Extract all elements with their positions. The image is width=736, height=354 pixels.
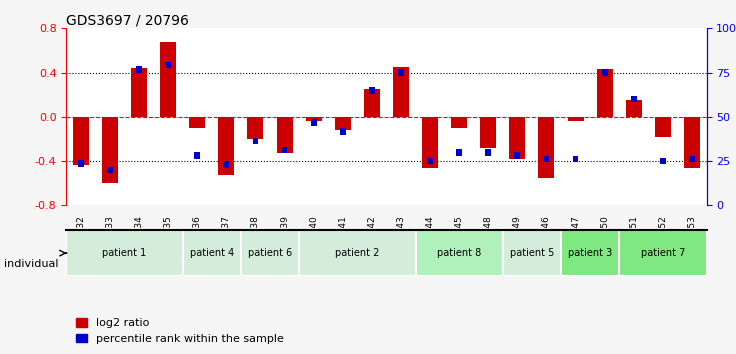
Bar [422,117,438,168]
Bar [393,67,409,117]
Text: patient 2: patient 2 [335,248,380,258]
Bar [655,117,671,137]
Bar [224,161,229,168]
Bar [78,160,84,167]
Text: patient 7: patient 7 [641,248,685,258]
Bar [305,117,322,121]
Bar [73,117,89,166]
Bar [509,117,526,159]
Bar [160,42,176,117]
Bar [311,119,316,126]
Text: patient 6: patient 6 [248,248,292,258]
Bar [485,149,491,155]
Bar [136,66,142,73]
Text: patient 5: patient 5 [510,248,554,258]
Bar [252,138,258,144]
Bar [364,89,380,117]
Bar [219,117,234,176]
FancyBboxPatch shape [299,230,416,276]
Bar [689,155,695,162]
Bar [514,152,520,159]
Text: patient 4: patient 4 [190,248,234,258]
FancyBboxPatch shape [183,230,241,276]
Bar [131,68,147,117]
FancyBboxPatch shape [503,230,561,276]
Bar [451,117,467,128]
FancyBboxPatch shape [241,230,299,276]
Bar [602,69,608,76]
Bar [567,117,584,121]
Text: GDS3697 / 20796: GDS3697 / 20796 [66,13,189,27]
Bar [427,158,433,164]
FancyBboxPatch shape [66,230,183,276]
Bar [340,128,346,135]
Legend: log2 ratio, percentile rank within the sample: log2 ratio, percentile rank within the s… [72,314,289,348]
Text: patient 8: patient 8 [437,248,481,258]
FancyBboxPatch shape [416,230,503,276]
Bar [631,96,637,102]
Bar [684,117,700,168]
Bar [481,117,496,148]
Bar [102,117,118,183]
Text: patient 1: patient 1 [102,248,146,258]
Bar [189,117,205,128]
Bar [539,117,554,178]
FancyBboxPatch shape [619,230,707,276]
Bar [660,158,666,164]
Text: individual: individual [4,259,58,269]
Text: patient 3: patient 3 [568,248,612,258]
Bar [194,152,200,159]
Bar [247,117,263,139]
Bar [456,149,462,155]
FancyBboxPatch shape [561,230,619,276]
Bar [398,69,404,76]
Bar [597,69,612,117]
Bar [282,147,288,153]
Bar [544,155,549,162]
Bar [573,155,578,162]
Bar [277,117,292,153]
Bar [369,87,375,93]
Bar [626,100,642,117]
Bar [107,167,113,173]
Bar [335,117,351,130]
Bar [165,62,171,68]
